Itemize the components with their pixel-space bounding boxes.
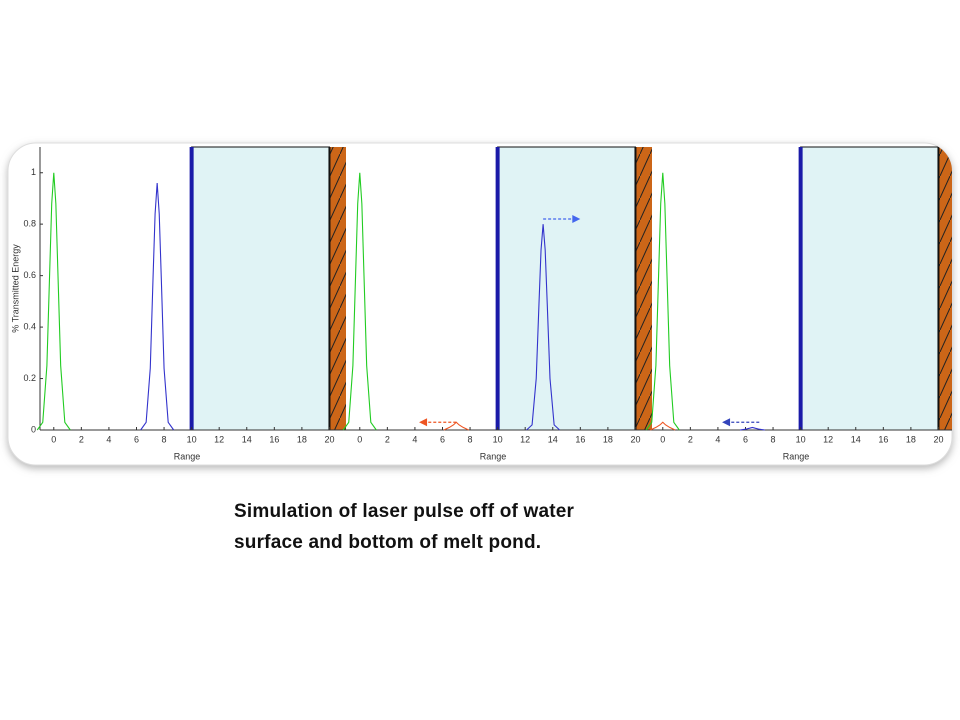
x-tick-label: 6 <box>743 434 748 444</box>
y-tick-label: 0.4 <box>23 321 36 331</box>
pond-bottom <box>329 147 346 430</box>
x-tick-label: 12 <box>823 434 833 444</box>
x-tick-label: 8 <box>162 434 167 444</box>
x-tick-label: 10 <box>493 434 503 444</box>
y-tick-label: 0 <box>31 424 36 434</box>
x-tick-label: 4 <box>715 434 720 444</box>
x-tick-label: 10 <box>187 434 197 444</box>
x-tick-label: 0 <box>357 434 362 444</box>
pulse-line <box>645 172 680 431</box>
x-tick-label: 0 <box>51 434 56 444</box>
y-tick-label: 0.8 <box>23 219 36 229</box>
arrow-head <box>419 418 428 427</box>
x-tick-label: 12 <box>214 434 224 444</box>
x-tick-label: 4 <box>106 434 111 444</box>
pulse-line <box>526 224 561 431</box>
x-tick-label: 18 <box>603 434 613 444</box>
pond-bottom <box>635 147 652 430</box>
x-tick-label: 8 <box>468 434 473 444</box>
pond-bottom <box>938 147 952 430</box>
x-tick-label: 2 <box>79 434 84 444</box>
y-axis-label: % Transmitted Energy <box>10 244 20 333</box>
x-tick-label: 2 <box>688 434 693 444</box>
pulse-line <box>140 182 175 431</box>
pulse-line <box>36 172 71 431</box>
x-tick-label: 20 <box>630 434 640 444</box>
x-tick-label: 14 <box>851 434 861 444</box>
arrow-head <box>722 418 731 427</box>
caption: Simulation of laser pulse off of water s… <box>234 496 574 558</box>
arrow-head <box>572 215 581 224</box>
x-axis-label: Range <box>174 451 201 461</box>
pulse-line <box>650 421 676 431</box>
x-tick-label: 16 <box>269 434 279 444</box>
water <box>497 146 636 431</box>
x-tick-label: 14 <box>548 434 558 444</box>
y-tick-label: 0.2 <box>23 373 36 383</box>
x-tick-label: 8 <box>771 434 776 444</box>
caption-line: Simulation of laser pulse off of water <box>234 501 575 522</box>
x-tick-label: 14 <box>242 434 252 444</box>
pulse-line <box>342 172 377 431</box>
x-tick-label: 4 <box>412 434 417 444</box>
x-axis-label: Range <box>783 451 810 461</box>
x-tick-label: 20 <box>324 434 334 444</box>
pulse-line <box>739 426 765 431</box>
x-tick-label: 6 <box>440 434 445 444</box>
x-tick-label: 20 <box>933 434 943 444</box>
x-tick-label: 18 <box>297 434 307 444</box>
x-tick-label: 6 <box>134 434 139 444</box>
x-tick-label: 18 <box>906 434 916 444</box>
x-tick-label: 16 <box>575 434 585 444</box>
x-tick-label: 10 <box>796 434 806 444</box>
water <box>191 146 330 431</box>
x-tick-label: 12 <box>520 434 530 444</box>
caption-line: surface and bottom of melt pond. <box>234 532 542 553</box>
y-tick-label: 0.6 <box>23 270 36 280</box>
x-tick-label: 0 <box>660 434 665 444</box>
y-tick-label: 1 <box>31 167 36 177</box>
x-tick-label: 2 <box>385 434 390 444</box>
water <box>800 146 939 431</box>
x-tick-label: 16 <box>878 434 888 444</box>
x-axis-label: Range <box>480 451 507 461</box>
